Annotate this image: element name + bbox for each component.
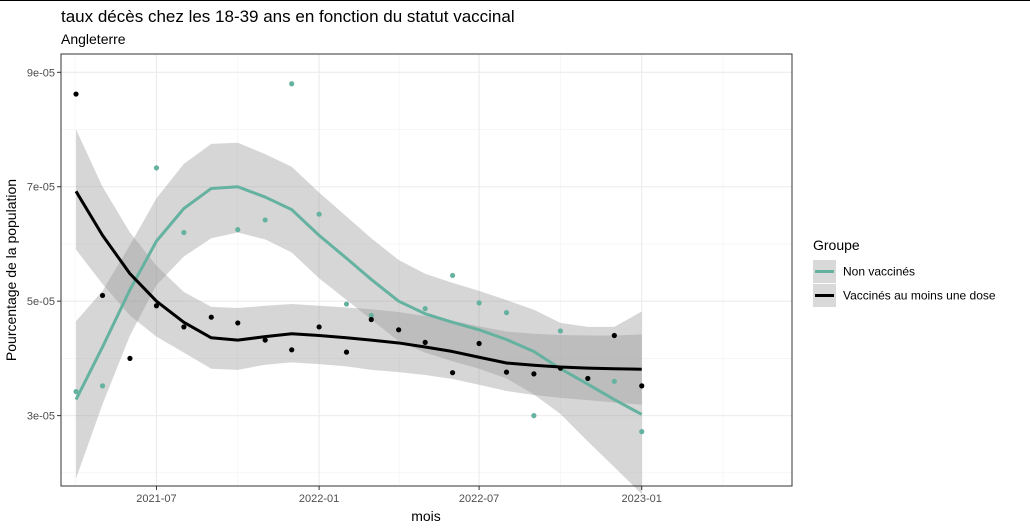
smooth-line-vaccines [74,190,642,371]
legend: Groupe Non vaccinés Vaccinés au moins une … [813,237,996,307]
x-tick-label: 2022-01 [299,493,339,505]
data-point-non-vaccines [557,328,564,334]
y-tick-label: 7e-05 [27,182,55,194]
x-tick-label: 2022-07 [459,493,499,505]
y-tick-label: 5e-05 [27,296,55,308]
confidence-band-non-vaccines [76,142,642,495]
axis-ticks: 2021-07 2022-01 2022-07 2023-01 3e-05 5e-05 7e… [27,67,662,505]
data-point-vaccines [368,316,374,323]
data-point-vaccines [181,324,187,330]
data-point-non-vaccines [153,165,160,171]
smooth-line-non-vaccines [74,185,643,416]
legend-label: Non vaccinés [843,265,915,279]
data-points [73,81,645,435]
x-tick-label: 2023-01 [622,493,662,505]
data-point-non-vaccines [235,227,241,233]
data-point-vaccines [639,383,645,389]
plot-panel-border [60,53,793,487]
data-point-vaccines [476,340,482,347]
plot-panel-background [61,54,792,486]
data-point-non-vaccines [316,211,322,217]
data-point-vaccines [449,370,456,376]
data-point-non-vaccines [503,310,510,316]
data-point-non-vaccines [476,300,482,306]
data-point-non-vaccines [639,429,645,435]
top-border [0,0,1030,1]
data-point-non-vaccines [611,378,617,384]
data-point-vaccines [262,337,268,343]
data-point-non-vaccines [422,306,428,312]
data-point-vaccines [585,375,591,382]
data-point-non-vaccines [181,229,187,236]
data-point-vaccines [316,324,322,330]
data-point-vaccines [422,339,428,345]
data-point-vaccines [235,320,241,326]
data-point-vaccines [503,369,510,375]
data-point-vaccines [396,327,402,333]
data-point-vaccines [611,332,617,339]
data-point-non-vaccines [99,383,106,389]
data-point-non-vaccines [73,388,79,395]
smooth-lines [74,185,643,416]
data-point-vaccines [73,91,79,97]
data-point-vaccines [208,314,214,320]
data-point-non-vaccines [262,217,268,223]
x-tick-label: 2021-07 [136,493,176,505]
data-point-vaccines [153,303,160,309]
data-point-vaccines [99,292,106,299]
data-point-non-vaccines [449,272,456,279]
data-point-non-vaccines [343,301,350,307]
legend-title: Groupe [813,237,860,253]
data-point-non-vaccines [289,81,295,87]
y-tick-label: 3e-05 [27,411,55,423]
chart-title: taux décès chez les 18-39 ans en fonctio… [61,7,515,26]
data-point-non-vaccines [531,413,537,419]
data-point-vaccines [531,371,537,377]
major-gridlines [61,54,792,486]
data-point-non-vaccines [368,312,374,319]
y-tick-label: 9e-05 [27,67,55,79]
chart-subtitle: Angleterre [61,31,126,47]
data-point-vaccines [127,355,133,362]
legend-label: Vaccinés au moins une dose [843,289,996,303]
y-axis-title: Pourcentage de la population [3,179,19,361]
minor-gridlines [61,54,792,486]
data-point-vaccines [289,347,295,353]
x-axis-title: mois [411,508,441,524]
data-point-vaccines [557,365,564,371]
data-point-vaccines [343,349,350,355]
